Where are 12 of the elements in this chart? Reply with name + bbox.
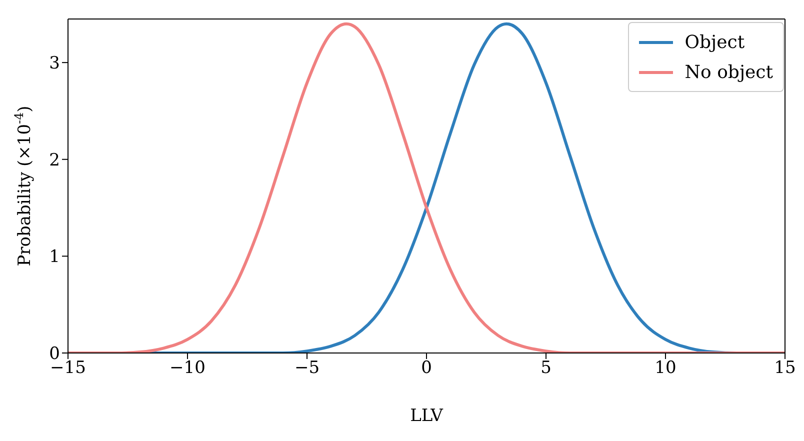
y-tick-label: 3 [49,54,60,74]
y-tick-label: 2 [49,150,60,170]
x-tick-label: −5 [294,358,320,378]
legend-label: Object [684,32,745,52]
x-tick-label: 10 [654,358,676,378]
x-tick-label: 15 [774,358,796,378]
x-tick-label: 0 [421,358,432,378]
x-axis-title: LLV [410,406,444,426]
x-tick-label: −10 [170,358,206,378]
legend-label: No object [684,62,773,82]
y-tick-label: 1 [49,247,60,268]
x-tick-label: 5 [540,358,552,378]
